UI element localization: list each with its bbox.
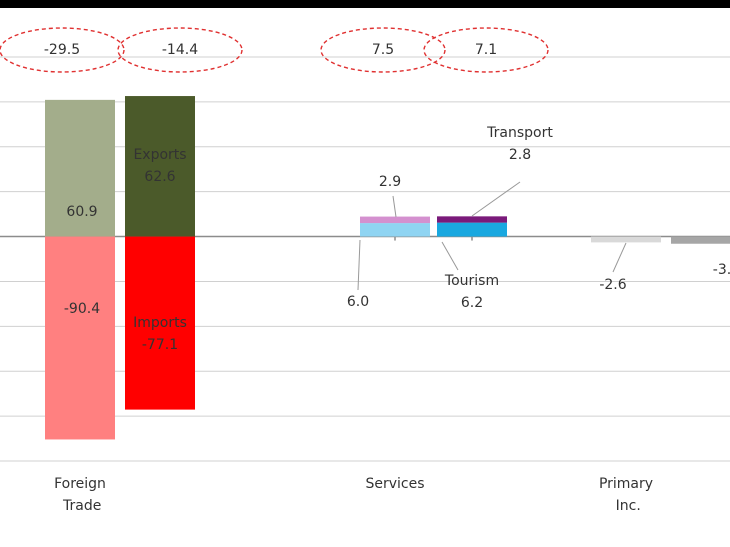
bar-segment [125,236,195,410]
bar-segment [437,216,507,223]
leader-line [612,242,627,273]
value-label: -2.6 [599,277,626,293]
category-label: Foreign Trade [54,476,106,514]
leader-line [357,239,361,291]
bar-segment [45,236,115,440]
segment-name: Exports [133,147,186,163]
value-label: -77.1 [142,337,178,353]
bar-segment [591,236,661,243]
top-bar [0,0,730,8]
leader-line [441,241,459,271]
bar-segment [437,222,507,237]
bars [45,96,730,440]
total-ellipse [423,27,549,73]
value-label: 6.0 [347,294,369,310]
total-label: 7.1 [475,42,497,58]
leader-line [392,195,397,218]
total-label: 7.5 [372,42,394,58]
segment-name: Imports [133,315,187,331]
segment-name: Tourism [444,273,499,289]
bar-segment [671,236,730,244]
value-label: 2.8 [509,147,531,163]
leader-line [471,181,521,217]
bar-segment [45,99,115,237]
total-ellipse [0,27,125,73]
total-label: -14.4 [162,42,198,58]
total-ellipse [117,27,243,73]
value-label: -90.4 [64,301,100,317]
bar-segment [125,96,195,237]
total-ellipse [320,27,446,73]
bar-segment [360,223,430,237]
value-label: 62.6 [144,169,175,185]
bar-segment [360,216,430,224]
value-label: 2.9 [379,174,401,190]
total-label: -29.5 [44,42,80,58]
category-label: Services [365,476,424,492]
value-label: 60.9 [66,204,97,220]
labels: Foreign Trade 60.9 -90.4 -29.5 Exports 62.6 Im… [0,27,730,514]
value-label: 6.2 [461,295,483,311]
value-label: -3. [713,262,730,278]
segment-name: Transport [486,125,553,141]
category-label: Primary Inc. [599,476,653,514]
